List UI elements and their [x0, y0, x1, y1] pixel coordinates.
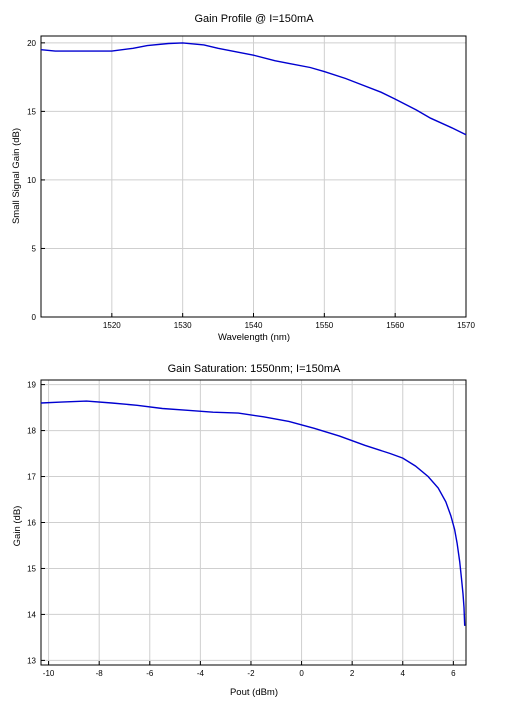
x-tick-label: -2: [247, 669, 255, 678]
y-tick-label: 18: [27, 427, 36, 436]
y-tick-label: 20: [27, 39, 36, 48]
x-tick-label: -8: [96, 669, 104, 678]
x-axis-label: Wavelength (nm): [218, 332, 290, 343]
y-tick-label: 10: [27, 176, 36, 185]
grid: [41, 36, 467, 318]
y-tick-label: 0: [32, 313, 37, 322]
y-tick-label: 5: [32, 244, 37, 253]
y-axis-label: Gain (dB): [12, 506, 23, 547]
x-tick-label: 1570: [457, 321, 475, 330]
x-tick-label: 1540: [245, 321, 263, 330]
y-tick-label: 15: [27, 564, 36, 573]
series-line: [40, 400, 466, 626]
x-tick-label: 0: [299, 669, 304, 678]
x-tick-label: 6: [451, 669, 456, 678]
x-tick-label: 1530: [174, 321, 192, 330]
x-tick-label: -10: [43, 669, 55, 678]
plot-frame: [40, 379, 467, 666]
x-tick-label: 2: [350, 669, 355, 678]
chart-title: Gain Saturation: 1550nm; I=150mA: [168, 363, 341, 375]
chart-title: Gain Profile @ I=150mA: [194, 13, 314, 25]
grid: [41, 380, 466, 665]
plot-frame: [40, 35, 467, 318]
x-tick-label: 1520: [103, 321, 121, 330]
gain-profile-chart: Gain Profile @ I=150mA Wavelength (nm) S…: [11, 13, 475, 343]
x-tick-label: 4: [401, 669, 406, 678]
y-tick-label: 17: [27, 473, 36, 482]
y-axis-label: Small Signal Gain (dB): [11, 128, 22, 224]
x-tick-label: -6: [146, 669, 154, 678]
x-tick-label: -4: [197, 669, 205, 678]
y-tick-label: 14: [27, 610, 36, 619]
x-tick-label: 1560: [386, 321, 404, 330]
y-tick-label: 16: [27, 519, 36, 528]
y-tick-label: 13: [27, 656, 36, 665]
x-tick-label: 1550: [315, 321, 333, 330]
y-tick-label: 15: [27, 107, 36, 116]
gain-saturation-chart: Gain Saturation: 1550nm; I=150mA Pout (d…: [12, 363, 467, 698]
y-tick-label: 19: [27, 381, 36, 390]
series-line: [40, 42, 467, 136]
x-axis-label: Pout (dBm): [230, 687, 278, 698]
